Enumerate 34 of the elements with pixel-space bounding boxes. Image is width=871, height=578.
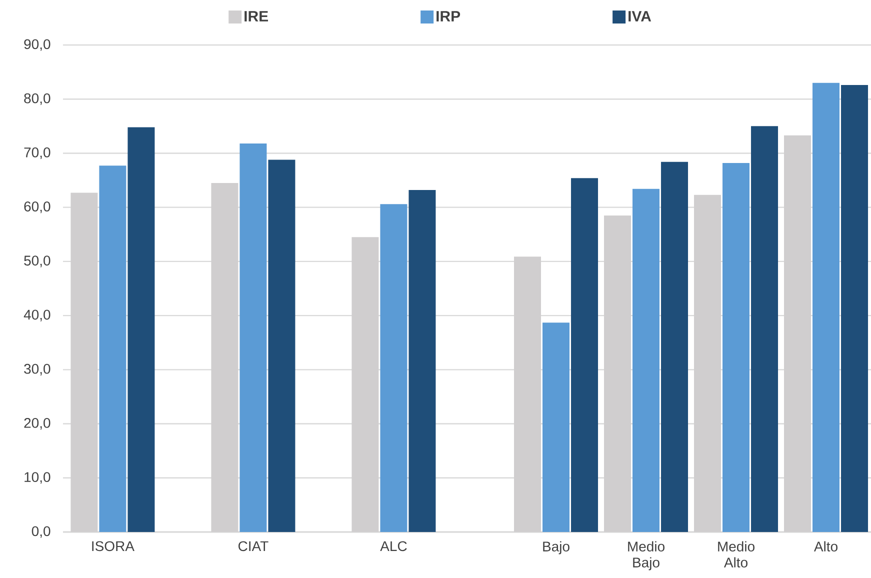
bar [812,82,840,532]
x-tick-label: ALC [380,541,407,552]
y-tick-label: 10,0 [24,472,50,484]
y-tick-label: 20,0 [24,418,50,430]
x-tick-label: CIAT [238,541,268,552]
x-tick-label: Bajo [543,541,570,554]
y-tick-label: 80,0 [24,93,50,105]
bar [268,160,296,532]
legend-label: IRE [244,11,268,22]
bar [661,162,688,532]
x-tick-label: Medio Alto [718,541,754,568]
legend-label: IVA [628,11,652,22]
y-tick-label: 70,0 [24,147,50,160]
y-tick-label: 0,0 [32,526,50,538]
bar [542,322,570,532]
bar [571,178,598,532]
bar [751,126,778,532]
x-tick-label: Alto [814,541,838,552]
bar [408,190,436,532]
bar [99,166,126,532]
bar [128,127,155,532]
x-tick-label: ISORA [92,541,134,552]
bar [722,162,750,532]
bar [632,188,660,532]
y-tick-label: 60,0 [24,202,50,214]
y-tick-label: 30,0 [24,364,50,376]
bar [240,143,267,532]
x-tick-label: Medio Bajo [628,541,664,570]
bar [380,204,408,532]
y-tick-label: 40,0 [24,310,50,322]
y-tick-label: 90,0 [24,39,50,51]
y-tick-label: 50,0 [24,256,50,268]
legend-label: IRP [436,11,460,22]
bar [841,85,868,532]
